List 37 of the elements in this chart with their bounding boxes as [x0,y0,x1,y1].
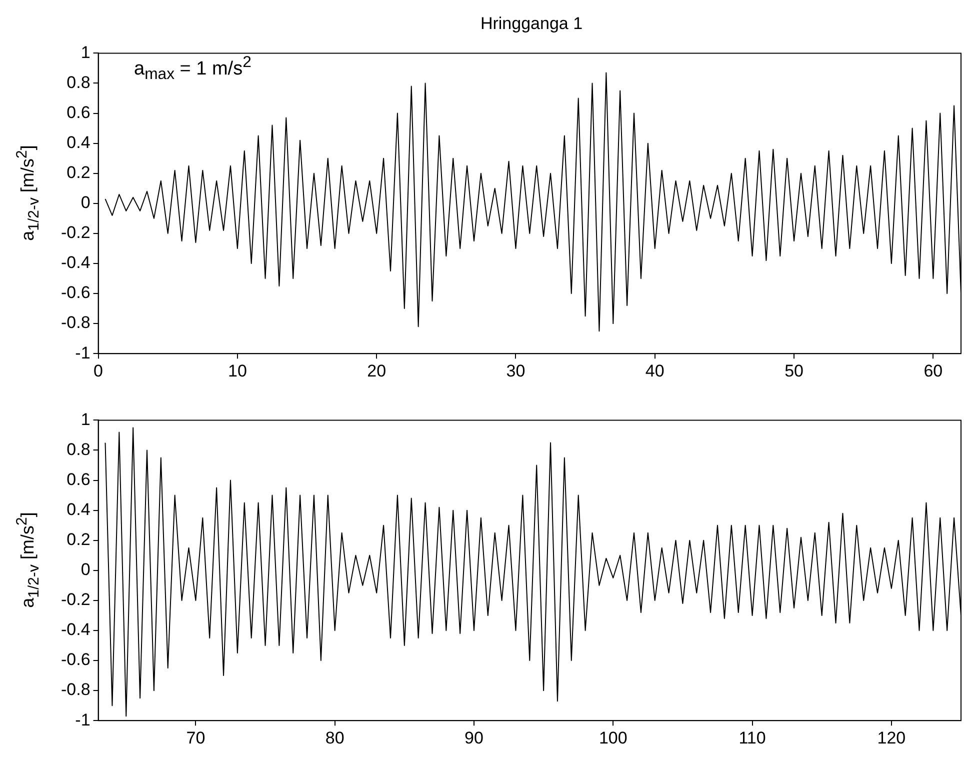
x-tick-label: 70 [186,728,206,748]
y-tick-label: 0.8 [66,440,90,459]
y-tick-label: -0.4 [60,620,90,640]
x-tick-label: 110 [738,728,766,748]
x-tick-label: 50 [784,361,804,380]
y-tick-label: 0.6 [66,470,90,489]
y-tick-label: 0.2 [66,530,90,550]
annotation: a$_{max}$ = 1 m/s$^{2}$ [134,54,252,84]
x-tick-label: 120 [877,728,906,748]
x-tick-label: 80 [325,728,344,748]
x-tick-label: 100 [598,728,628,748]
y-tick-label: 1 [80,42,90,62]
chart-title: Hringganga 1 [479,13,584,35]
y-tick-label: 1 [80,410,90,429]
x-tick-label: 60 [924,361,943,380]
x-tick-label: 40 [645,361,664,380]
y-tick-label: 0 [80,193,90,212]
y-tick-label: 0.2 [66,163,90,182]
y-tick-label: -0.2 [60,590,90,610]
y-tick-label: -0.8 [60,313,90,332]
x-tick-label: 20 [367,361,386,380]
y-tick-label: -0.4 [60,253,90,272]
x-tick-label: 30 [506,361,526,380]
x-tick-label: 90 [464,728,484,748]
y-tick-label: -0.8 [60,680,90,700]
y-tick-label: -0.6 [60,283,90,302]
y-tick-label: 0 [80,560,90,580]
y-tick-label: 0.8 [66,72,90,92]
x-tick-label: 0 [94,361,104,380]
y-tick-label: -0.2 [60,223,90,242]
y-tick-label: -1 [75,710,90,730]
x-tick-label: 10 [228,361,247,380]
y-tick-label: 0.4 [66,133,90,152]
y-tick-label: 0.4 [66,500,90,520]
y-tick-label: 0.6 [66,102,90,122]
y-tick-label: -0.6 [60,650,90,670]
y-tick-label: -1 [75,343,90,362]
